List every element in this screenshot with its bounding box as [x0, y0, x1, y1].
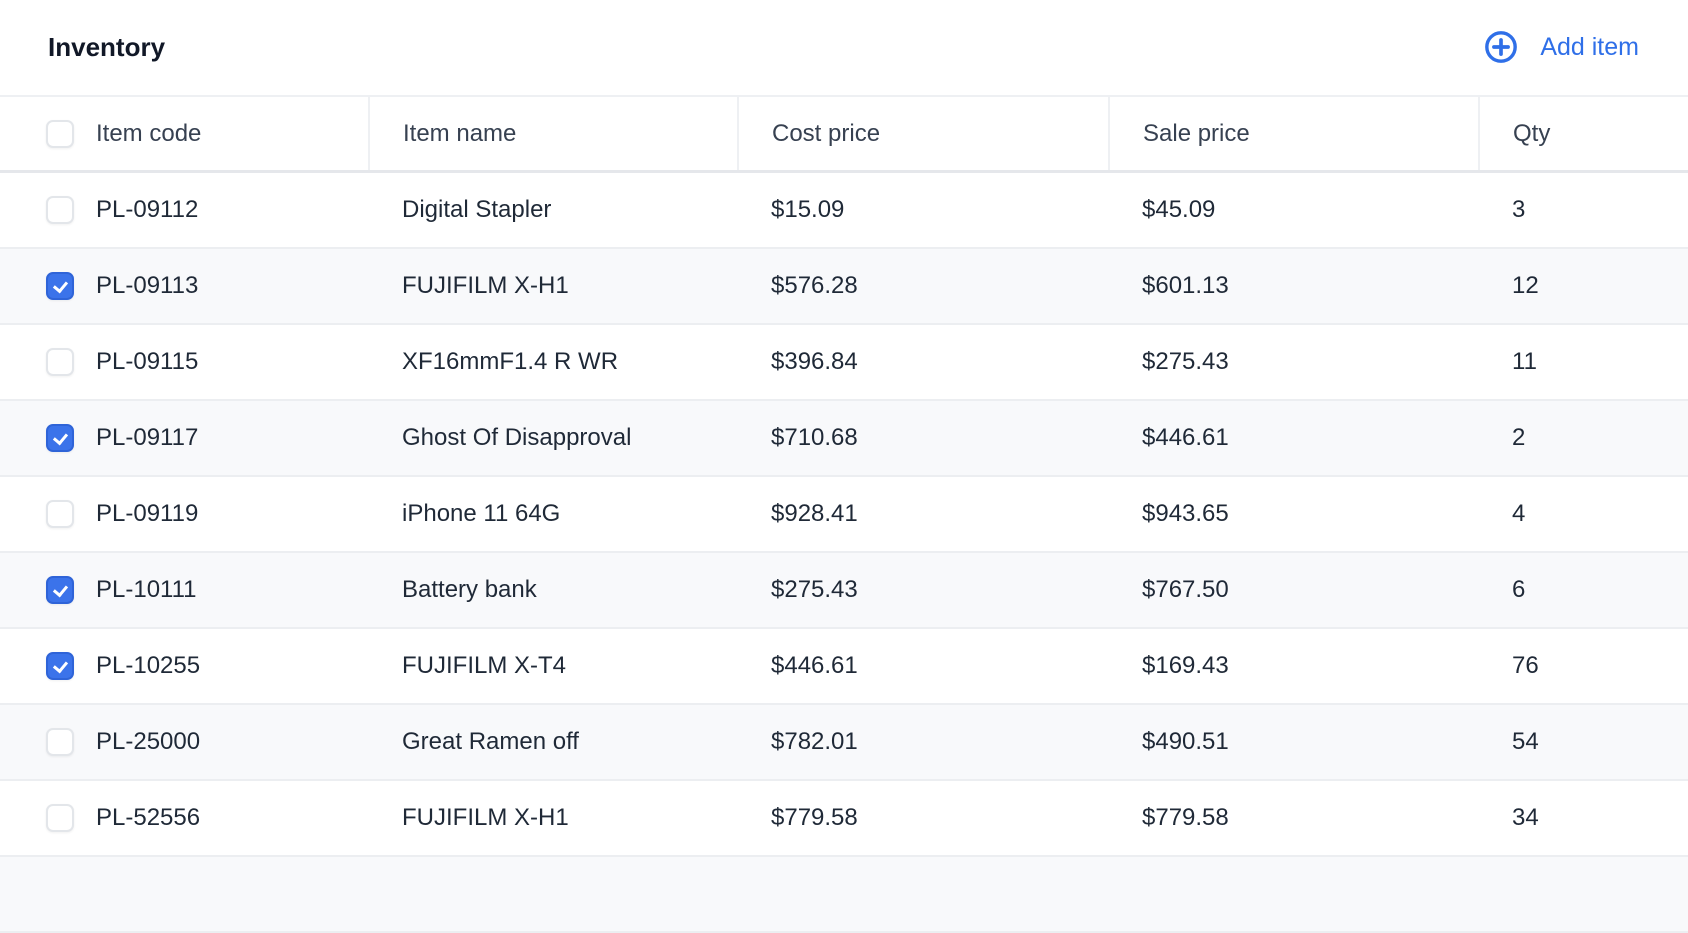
table-row[interactable]: PL-10111 Battery bank $275.43 $767.50 6 — [0, 552, 1688, 629]
cell-item-code: PL-09112 — [0, 171, 369, 249]
cell-item-code: PL-25000 — [0, 704, 369, 781]
cell-item-name: FUJIFILM X-H1 — [369, 780, 738, 857]
cell-sale-price: $169.43 — [1109, 628, 1479, 705]
table-row-partial — [0, 856, 1688, 933]
add-item-label: Add item — [1540, 32, 1639, 61]
row-checkbox[interactable] — [46, 804, 74, 832]
cell-cost-price: $15.09 — [738, 171, 1109, 249]
cell-item-name: XF16mmF1.4 R WR — [369, 324, 738, 401]
page-header: Inventory Add item — [0, 0, 1688, 97]
cell-qty: 2 — [1479, 400, 1688, 477]
item-code: PL-10111 — [96, 576, 197, 603]
cell-item-name: Digital Stapler — [369, 171, 738, 249]
cell-item-code: PL-10111 — [0, 552, 369, 629]
row-checkbox[interactable] — [46, 348, 74, 376]
add-item-button[interactable]: Add item — [1484, 30, 1639, 64]
cell-item-code: PL-09119 — [0, 476, 369, 553]
cell-sale-price: $275.43 — [1109, 324, 1479, 401]
row-checkbox[interactable] — [46, 272, 74, 300]
row-checkbox[interactable] — [46, 728, 74, 756]
row-checkbox[interactable] — [46, 576, 74, 604]
select-all-checkbox[interactable] — [46, 119, 74, 148]
cell-cost-price: $710.68 — [738, 400, 1109, 477]
column-header-cost-price[interactable]: Cost price — [738, 97, 1110, 173]
cell-sale-price: $446.61 — [1109, 400, 1479, 477]
cell-item-name: Ghost Of Disapproval — [369, 400, 738, 477]
cell-qty: 4 — [1479, 476, 1688, 553]
cell-item-name: Great Ramen off — [369, 704, 738, 781]
table-row[interactable]: PL-10255 FUJIFILM X-T4 $446.61 $169.43 76 — [0, 628, 1688, 705]
cell-qty: 34 — [1479, 780, 1688, 857]
cell-sale-price: $767.50 — [1109, 552, 1479, 629]
cell-item-name: iPhone 11 64G — [369, 476, 738, 553]
table-row[interactable]: PL-25000 Great Ramen off $782.01 $490.51 54 — [0, 704, 1688, 781]
cell-cost-price: $396.84 — [738, 324, 1109, 401]
cell-cost-price: $275.43 — [738, 552, 1109, 629]
cell-qty: 76 — [1479, 628, 1688, 705]
item-code: PL-09113 — [96, 272, 199, 299]
cell-sale-price: $779.58 — [1109, 780, 1479, 857]
item-code: PL-10255 — [96, 652, 201, 679]
row-checkbox[interactable] — [46, 424, 74, 452]
cell-cost-price: $782.01 — [738, 704, 1109, 781]
cell-item-code: PL-10255 — [0, 628, 369, 705]
column-header-qty[interactable]: Qty — [1479, 97, 1688, 173]
cell-cost-price: $576.28 — [738, 248, 1109, 325]
cell-item-name: FUJIFILM X-T4 — [369, 628, 738, 705]
cell-qty: 6 — [1479, 552, 1688, 629]
column-header-item-name[interactable]: Item name — [369, 97, 739, 173]
row-checkbox[interactable] — [46, 196, 74, 224]
row-checkbox[interactable] — [46, 500, 74, 528]
cell-sale-price: $943.65 — [1109, 476, 1479, 553]
row-checkbox[interactable] — [46, 652, 74, 680]
item-code: PL-09115 — [96, 348, 199, 375]
column-label: Item code — [96, 119, 202, 147]
cell-qty: 3 — [1479, 171, 1688, 249]
cell-item-name: FUJIFILM X-H1 — [369, 248, 738, 325]
item-code: PL-09119 — [96, 500, 199, 527]
table-row[interactable]: PL-09119 iPhone 11 64G $928.41 $943.65 4 — [0, 476, 1688, 553]
cell-cost-price: $928.41 — [738, 476, 1109, 553]
table-row[interactable]: PL-52556 FUJIFILM X-H1 $779.58 $779.58 34 — [0, 780, 1688, 857]
table-row[interactable]: PL-09112 Digital Stapler $15.09 $45.09 3 — [0, 171, 1688, 249]
table-row[interactable]: PL-09115 XF16mmF1.4 R WR $396.84 $275.43 11 — [0, 324, 1688, 401]
cell-item-code: PL-09113 — [0, 248, 369, 325]
cell-item-code: PL-52556 — [0, 780, 369, 857]
cell-qty: 11 — [1479, 324, 1688, 401]
empty-cell — [0, 856, 1688, 933]
cell-item-code: PL-09117 — [0, 400, 369, 477]
table-header-row: Item code Item name Cost price Sale pric… — [0, 97, 1688, 173]
cell-sale-price: $490.51 — [1109, 704, 1479, 781]
item-code: PL-25000 — [96, 728, 201, 755]
column-header-sale-price[interactable]: Sale price — [1109, 97, 1480, 173]
cell-item-name: Battery bank — [369, 552, 738, 629]
item-code: PL-09117 — [96, 424, 199, 451]
cell-qty: 54 — [1479, 704, 1688, 781]
cell-qty: 12 — [1479, 248, 1688, 325]
table-row[interactable]: PL-09117 Ghost Of Disapproval $710.68 $446.… — [0, 400, 1688, 477]
inventory-table: Item code Item name Cost price Sale pric… — [0, 97, 1688, 933]
item-code: PL-52556 — [96, 804, 201, 831]
plus-circle-icon — [1485, 31, 1518, 63]
column-header-item-code[interactable]: Item code — [0, 97, 370, 173]
item-code: PL-09112 — [96, 196, 199, 223]
cell-sale-price: $45.09 — [1109, 171, 1479, 249]
table-row[interactable]: PL-09113 FUJIFILM X-H1 $576.28 $601.13 12 — [0, 248, 1688, 325]
cell-sale-price: $601.13 — [1109, 248, 1479, 325]
cell-cost-price: $779.58 — [738, 780, 1109, 857]
cell-item-code: PL-09115 — [0, 324, 369, 401]
page-title: Inventory — [48, 32, 166, 62]
cell-cost-price: $446.61 — [738, 628, 1109, 705]
